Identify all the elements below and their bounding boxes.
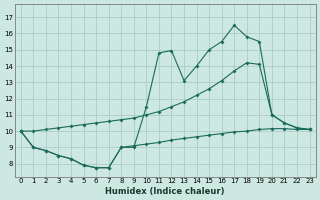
X-axis label: Humidex (Indice chaleur): Humidex (Indice chaleur) [106, 187, 225, 196]
